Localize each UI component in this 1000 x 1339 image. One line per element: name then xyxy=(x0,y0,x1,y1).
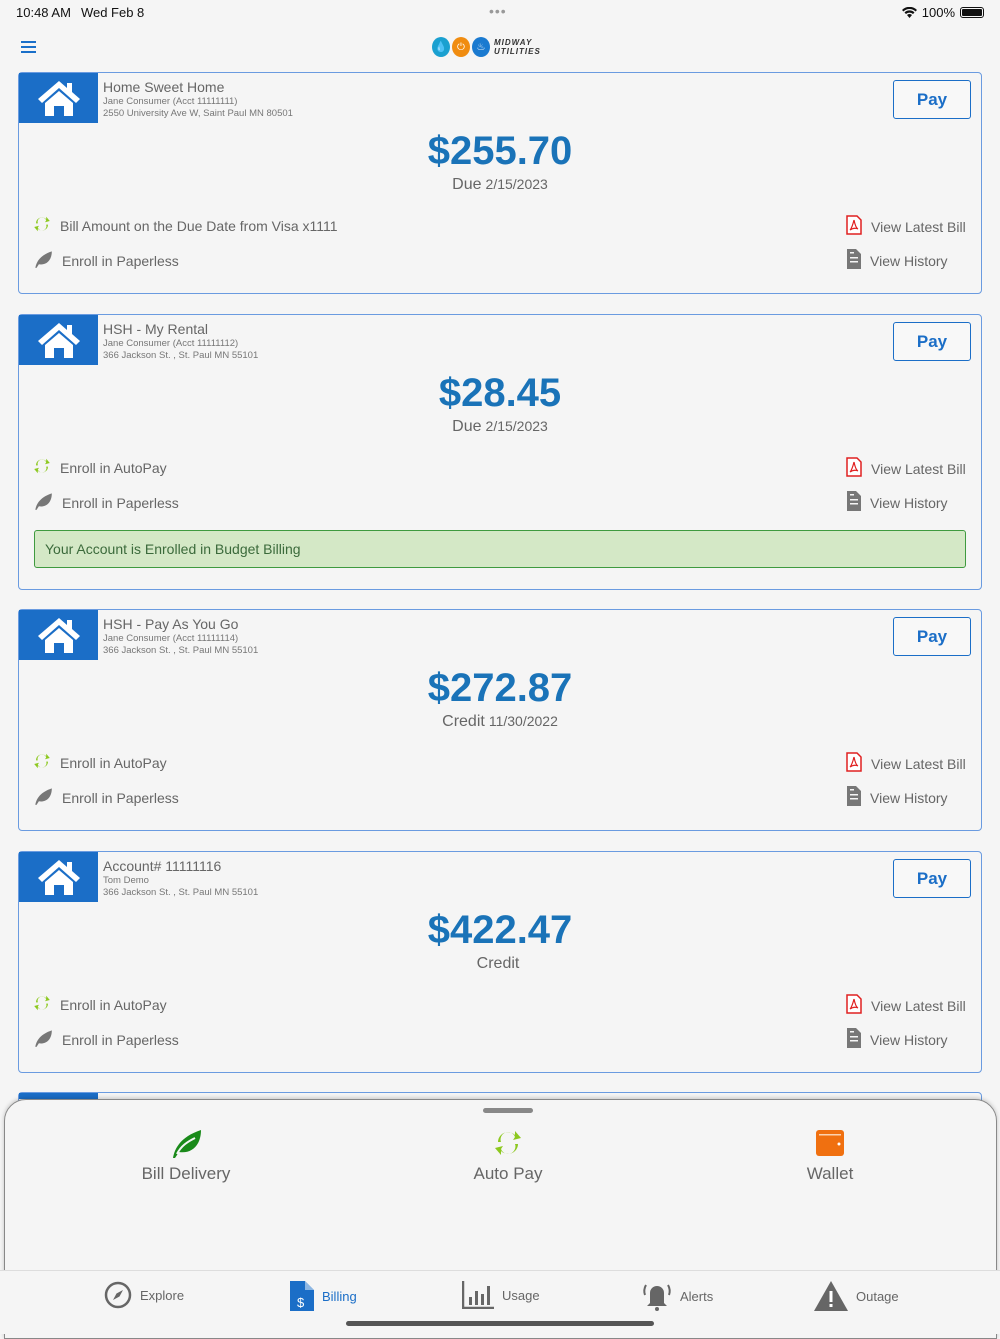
amount-due: $422.47 xyxy=(427,908,573,952)
view-latest-bill-link[interactable]: View Latest Bill xyxy=(846,215,966,238)
battery-icon xyxy=(960,7,984,18)
home-icon xyxy=(19,73,98,123)
account-address: 2550 University Ave W, Saint Paul MN 805… xyxy=(103,108,293,119)
tab-explore[interactable]: Explore xyxy=(104,1281,184,1309)
logo: 💧 ⏻ ♨ MIDWAY UTILITIES xyxy=(432,37,541,57)
account-card: HSH - Pay As You Go Jane Consumer (Acct … xyxy=(18,609,982,831)
home-icon xyxy=(19,610,98,660)
leaf-icon xyxy=(33,787,53,808)
pay-button[interactable]: Pay xyxy=(893,859,971,898)
due-date: 2/15/2023 xyxy=(485,418,548,434)
account-name: HSH - My Rental xyxy=(103,321,209,337)
document-icon xyxy=(847,491,861,514)
amount-due: $255.70 xyxy=(427,129,573,173)
autopay-link[interactable]: Enroll in AutoPay xyxy=(33,457,167,478)
view-history-link[interactable]: View History xyxy=(847,786,948,809)
sheet-grabber[interactable] xyxy=(483,1108,533,1113)
account-holder: Jane Consumer (Acct 11111114) xyxy=(103,633,239,644)
home-icon xyxy=(19,852,98,902)
pdf-icon xyxy=(846,752,862,775)
view-latest-bill-link[interactable]: View Latest Bill xyxy=(846,994,966,1017)
view-history-link[interactable]: View History xyxy=(847,1028,948,1051)
paperless-link[interactable]: Enroll in Paperless xyxy=(33,787,179,808)
due-label: Credit xyxy=(476,955,520,972)
water-icon: 💧 xyxy=(432,37,450,57)
compass-icon xyxy=(104,1281,132,1309)
pdf-icon xyxy=(846,994,862,1017)
leaf-icon xyxy=(33,1029,53,1050)
bell-icon xyxy=(643,1284,671,1311)
pay-button[interactable]: Pay xyxy=(893,322,971,361)
leaf-icon xyxy=(33,250,53,271)
account-holder: Jane Consumer (Acct 11111112) xyxy=(103,338,239,349)
autopay-icon xyxy=(33,752,51,773)
document-icon xyxy=(847,786,861,809)
svg-text:$: $ xyxy=(297,1295,305,1310)
billing-icon: $ xyxy=(290,1281,314,1311)
status-time: 10:48 AM xyxy=(16,5,71,20)
paperless-link[interactable]: Enroll in Paperless xyxy=(33,250,179,271)
due-date: 11/30/2022 xyxy=(488,713,558,729)
autopay-icon xyxy=(495,1131,521,1155)
account-address: 366 Jackson St. , St. Paul MN 55101 xyxy=(103,887,259,898)
menu-icon[interactable] xyxy=(21,41,36,56)
pdf-icon xyxy=(846,457,862,480)
bill-delivery-button[interactable]: Bill Delivery xyxy=(86,1128,286,1184)
document-icon xyxy=(847,249,861,272)
amount-due: $272.87 xyxy=(427,666,573,710)
due-label: Due xyxy=(452,176,482,193)
account-card: HSH - My Rental Jane Consumer (Acct 1111… xyxy=(18,314,982,590)
autopay-icon xyxy=(33,457,51,478)
account-card: Home Sweet Home Jane Consumer (Acct 1111… xyxy=(18,72,982,294)
due-label: Credit xyxy=(442,713,485,730)
warning-icon xyxy=(814,1281,848,1311)
gas-icon: ♨ xyxy=(472,37,490,57)
battery-percent: 100% xyxy=(921,5,955,20)
paperless-link[interactable]: Enroll in Paperless xyxy=(33,492,179,513)
autopay-link[interactable]: Enroll in AutoPay xyxy=(33,752,167,773)
auto-pay-button[interactable]: Auto Pay xyxy=(408,1128,608,1184)
due-label: Due xyxy=(452,418,482,435)
tab-usage[interactable]: Usage xyxy=(462,1281,540,1309)
chart-icon xyxy=(462,1281,494,1309)
autopay-icon xyxy=(33,215,51,236)
account-address: 366 Jackson St. , St. Paul MN 55101 xyxy=(103,350,259,361)
paperless-link[interactable]: Enroll in Paperless xyxy=(33,1029,179,1050)
account-name: Home Sweet Home xyxy=(103,79,225,95)
autopay-icon xyxy=(33,994,51,1015)
view-latest-bill-link[interactable]: View Latest Bill xyxy=(846,457,966,480)
view-latest-bill-link[interactable]: View Latest Bill xyxy=(846,752,966,775)
wallet-button[interactable]: Wallet xyxy=(730,1128,930,1184)
leaf-icon xyxy=(173,1130,201,1158)
tab-outage[interactable]: Outage xyxy=(814,1281,899,1311)
pay-button[interactable]: Pay xyxy=(893,617,971,656)
wallet-icon xyxy=(816,1130,844,1156)
account-holder: Tom Demo xyxy=(103,875,149,886)
tab-bar: Explore $ Billing Usage Alerts Outage xyxy=(0,1270,1000,1334)
autopay-link[interactable]: Bill Amount on the Due Date from Visa x1… xyxy=(33,215,338,236)
tab-billing[interactable]: $ Billing xyxy=(290,1281,357,1311)
wifi-icon xyxy=(901,7,917,18)
home-icon xyxy=(19,315,98,365)
account-name: Account# 11111116 xyxy=(103,858,222,874)
autopay-link[interactable]: Enroll in AutoPay xyxy=(33,994,167,1015)
budget-billing-banner: Your Account is Enrolled in Budget Billi… xyxy=(34,530,966,568)
pay-button[interactable]: Pay xyxy=(893,80,971,119)
amount-due: $28.45 xyxy=(438,371,562,415)
account-card: Account# 11111116 Tom Demo 366 Jackson S… xyxy=(18,851,982,1073)
status-date: Wed Feb 8 xyxy=(80,5,145,20)
pdf-icon xyxy=(846,215,862,238)
multitask-dots[interactable]: ••• xyxy=(489,3,507,19)
view-history-link[interactable]: View History xyxy=(847,249,948,272)
account-name: HSH - Pay As You Go xyxy=(103,616,239,632)
account-address: 366 Jackson St. , St. Paul MN 55101 xyxy=(103,645,259,656)
view-history-link[interactable]: View History xyxy=(847,491,948,514)
due-date: 2/15/2023 xyxy=(485,176,548,192)
home-indicator[interactable] xyxy=(346,1321,654,1326)
account-holder: Jane Consumer (Acct 11111111) xyxy=(103,96,238,107)
plug-icon: ⏻ xyxy=(452,37,470,57)
leaf-icon xyxy=(33,492,53,513)
tab-alerts[interactable]: Alerts xyxy=(642,1281,713,1311)
document-icon xyxy=(847,1028,861,1051)
